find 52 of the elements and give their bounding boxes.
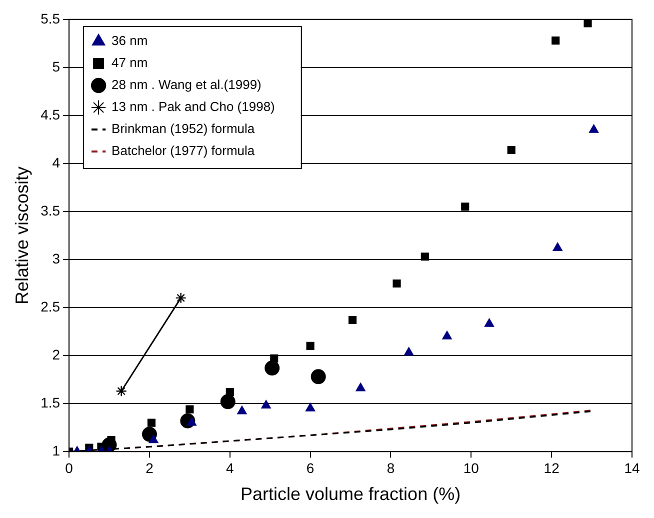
point	[237, 406, 247, 414]
point	[507, 146, 516, 154]
x-tick-label: 6	[306, 460, 314, 476]
y-tick-label: 5	[52, 58, 60, 74]
point	[226, 388, 234, 396]
x-tick-label: 14	[624, 460, 640, 476]
point	[175, 292, 186, 304]
x-tick-label: 4	[226, 460, 234, 476]
point	[392, 279, 401, 288]
y-tick-label: 2.5	[40, 298, 60, 314]
point	[310, 369, 326, 384]
point	[220, 394, 236, 410]
point	[116, 385, 127, 397]
y-tick-label: 1.5	[40, 394, 60, 410]
point	[356, 382, 366, 392]
y-tick-label: 3	[52, 250, 60, 266]
point	[261, 400, 271, 408]
point	[404, 347, 414, 356]
y-tick-label: 4.5	[40, 106, 60, 122]
point	[552, 242, 562, 251]
point	[442, 330, 452, 340]
legend-label: Brinkman (1952) formula	[112, 121, 256, 136]
point	[484, 318, 494, 327]
x-axis-title: Particle volume fraction (%)	[240, 484, 461, 504]
legend-label: Batchelor (1977) formula	[112, 143, 256, 158]
legend-label: 13 nm . Pak and Cho (1998)	[112, 99, 275, 114]
point	[186, 405, 194, 414]
y-tick-label: 3.5	[40, 202, 60, 218]
legend-label: 28 nm . Wang et al.(1999)	[112, 77, 262, 92]
y-tick-label: 4	[52, 154, 60, 170]
point	[552, 36, 560, 45]
point	[264, 360, 280, 376]
point	[588, 124, 599, 133]
x-tick-label: 2	[146, 460, 154, 476]
y-tick-label: 5.5	[40, 10, 60, 26]
point	[270, 354, 278, 362]
point	[584, 19, 592, 28]
y-tick-label: 1	[52, 442, 60, 458]
x-tick-label: 8	[386, 460, 395, 476]
x-tick-label: 10	[463, 460, 480, 476]
point	[147, 418, 156, 427]
x-tick-label: 12	[544, 460, 560, 476]
point	[348, 316, 357, 324]
point	[461, 202, 470, 211]
x-tick-label: 0	[65, 460, 74, 476]
point	[306, 342, 314, 350]
y-tick-label: 2	[52, 346, 60, 362]
legend-label: 47 nm	[112, 55, 148, 70]
point	[420, 252, 429, 261]
y-axis-title: Relative viscosity	[12, 166, 32, 305]
legend-label: 36 nm	[112, 33, 148, 48]
point	[305, 402, 316, 412]
